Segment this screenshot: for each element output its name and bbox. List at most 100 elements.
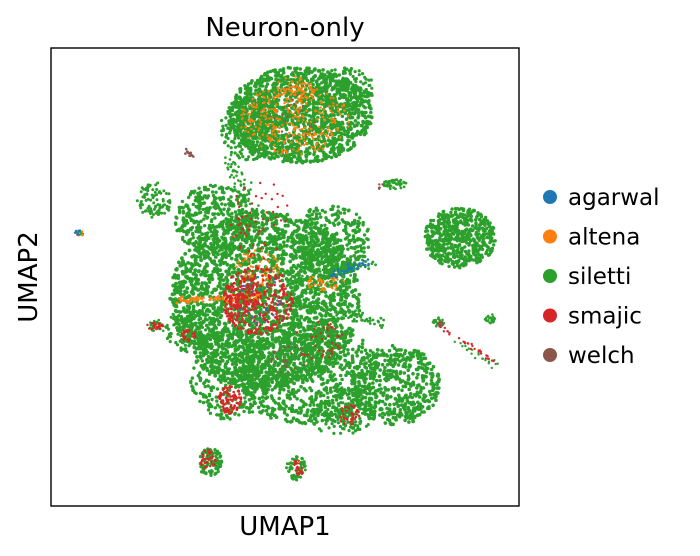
point-siletti [430, 224, 434, 228]
point-siletti [212, 232, 217, 236]
point-siletti [465, 251, 469, 256]
point-siletti [220, 235, 224, 239]
point-siletti [231, 248, 236, 252]
point-siletti [226, 229, 230, 234]
point-siletti [441, 248, 445, 252]
point-siletti [174, 267, 179, 272]
point-siletti [351, 106, 355, 110]
point-siletti [291, 311, 295, 316]
point-siletti [180, 260, 185, 265]
point-siletti [297, 158, 302, 163]
point-siletti [204, 244, 208, 248]
point-siletti [314, 101, 319, 106]
point-siletti [470, 228, 474, 233]
point-siletti [347, 285, 352, 289]
point-siletti [307, 252, 312, 257]
point-siletti [368, 114, 373, 119]
point-siletti [259, 74, 264, 79]
point-siletti [277, 227, 281, 232]
point-siletti [314, 158, 319, 163]
point-siletti [193, 211, 198, 215]
point-siletti [336, 150, 341, 155]
point-siletti [321, 299, 326, 304]
point-siletti [453, 217, 458, 221]
point-siletti [218, 198, 223, 202]
point-siletti [302, 98, 307, 103]
point-siletti [321, 76, 325, 80]
point-siletti [270, 263, 275, 268]
point-siletti [313, 287, 318, 291]
point-siletti [229, 256, 234, 261]
point-siletti [233, 128, 237, 132]
point-siletti [323, 104, 328, 108]
point-siletti [181, 225, 185, 229]
point-siletti [226, 111, 230, 115]
point-siletti [355, 278, 359, 282]
point-siletti [268, 69, 273, 74]
point-siletti [292, 315, 296, 320]
point-siletti [187, 208, 192, 212]
point-siletti [465, 241, 469, 245]
point-siletti [363, 89, 367, 93]
point-siletti [461, 208, 466, 213]
point-siletti [453, 228, 457, 232]
point-siletti [475, 227, 479, 231]
point-siletti [234, 94, 238, 99]
point-siletti [361, 113, 365, 118]
point-siletti [205, 216, 209, 220]
point-siletti [356, 301, 360, 306]
point-siletti [490, 249, 494, 253]
point-siletti [252, 146, 257, 150]
point-siletti [352, 143, 357, 147]
point-siletti [201, 236, 205, 241]
point-siletti [213, 310, 218, 315]
point-siletti [486, 253, 491, 257]
point-siletti [323, 83, 327, 88]
point-siletti [430, 229, 434, 233]
point-siletti [259, 106, 263, 110]
point-siletti [199, 225, 203, 230]
point-siletti [260, 84, 265, 88]
point-siletti [217, 276, 222, 281]
point-siletti [259, 141, 263, 145]
point-siletti [447, 264, 451, 269]
point-siletti [349, 146, 353, 150]
point-siletti [231, 140, 235, 144]
point-siletti [266, 150, 270, 155]
point-siletti [368, 121, 373, 126]
point-siletti [330, 69, 334, 73]
point-siletti [359, 123, 364, 128]
point-siletti [198, 210, 203, 215]
point-siletti [197, 263, 202, 268]
point-siletti [274, 242, 279, 247]
point-siletti [462, 221, 466, 225]
point-siletti [199, 272, 204, 277]
point-siletti [424, 226, 429, 230]
point-siletti [193, 350, 198, 355]
point-siletti [190, 263, 195, 268]
point-siletti [319, 313, 324, 318]
point-siletti [331, 292, 335, 297]
point-siletti [446, 246, 450, 250]
point-siletti [442, 230, 446, 234]
point-siletti [281, 70, 286, 75]
point-siletti [262, 213, 266, 217]
point-siletti [282, 240, 286, 245]
point-siletti [349, 91, 353, 95]
point-siletti [452, 252, 456, 256]
point-siletti [225, 278, 230, 283]
point-siletti [214, 268, 219, 273]
point-siletti [304, 87, 308, 92]
point-siletti [321, 98, 325, 102]
point-siletti [257, 255, 262, 259]
point-siletti [294, 266, 299, 270]
point-siletti [246, 82, 251, 86]
point-siletti [463, 235, 467, 239]
point-siletti [474, 221, 478, 226]
point-siletti [278, 212, 283, 217]
point-siletti [307, 137, 312, 142]
point-siletti [271, 337, 275, 342]
point-siletti [307, 107, 312, 112]
point-siletti [344, 117, 349, 121]
point-siletti [228, 128, 233, 132]
